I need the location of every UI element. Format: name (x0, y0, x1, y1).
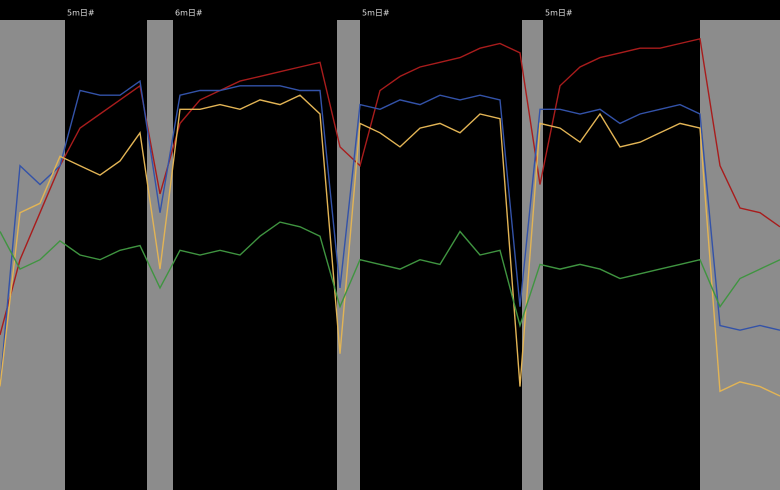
segment-label: 6m日# (175, 9, 203, 18)
segment-label: 5m日# (67, 9, 95, 18)
shaded-region (0, 20, 65, 490)
shaded-region (147, 20, 173, 490)
series-line (0, 37, 780, 336)
segment-label: 5m日# (545, 9, 573, 18)
series-line (0, 221, 780, 328)
segment-label: 5m日# (362, 9, 390, 18)
series-line (0, 94, 780, 397)
series-line (0, 79, 780, 387)
shaded-region (700, 20, 780, 490)
